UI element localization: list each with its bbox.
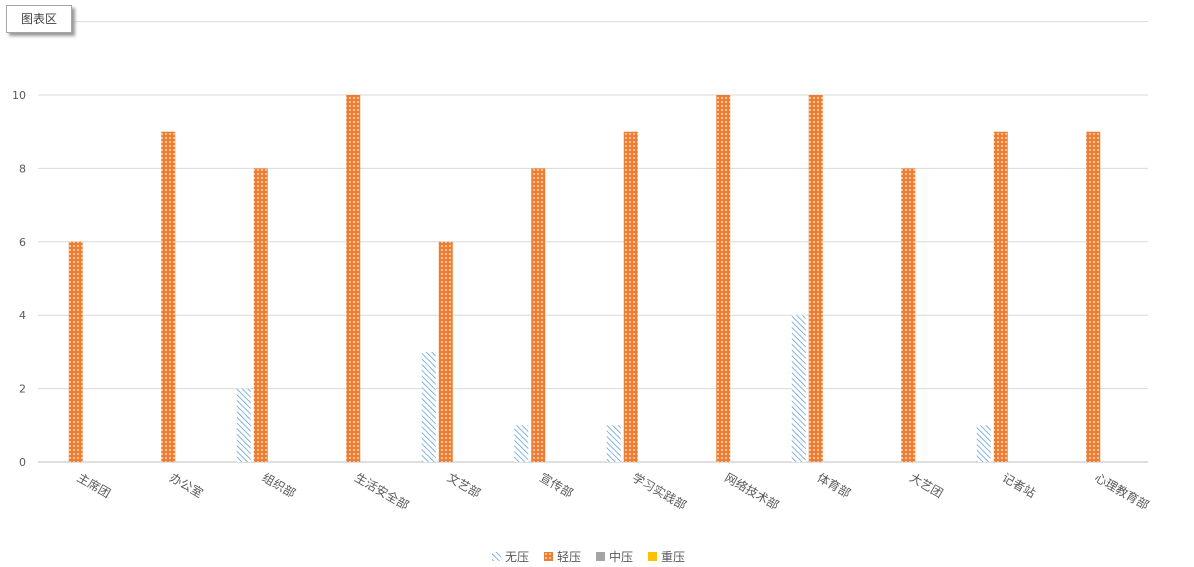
legend-swatch [544,552,553,561]
bar-轻压-主席团 [68,241,83,462]
bar-无压-宣传部 [514,425,529,462]
legend-label: 中压 [609,549,633,564]
x-tick-label: 体育部 [815,470,854,501]
bar-无压-记者站 [976,425,991,462]
bar-轻压-心理教育部 [1086,131,1101,462]
bar-无压-组织部 [236,388,251,462]
bar-轻压-宣传部 [531,168,546,462]
y-tick-label: 6 [19,236,26,249]
y-tick-label: 10 [12,89,26,102]
bar-轻压-文艺部 [438,241,453,462]
y-tick-label: 0 [19,456,26,469]
x-tick-label: 生活安全部 [352,470,411,513]
bar-轻压-学习实践部 [623,131,638,462]
legend-swatch [492,552,501,561]
x-tick-label: 文艺部 [445,470,484,501]
bar-轻压-网络技术部 [716,95,731,462]
x-tick-label: 网络技术部 [722,470,781,513]
legend-swatch [648,552,657,561]
bar-无压-学习实践部 [606,425,621,462]
x-tick-label: 宣传部 [537,470,576,501]
legend-label: 无压 [505,550,529,564]
bar-无压-文艺部 [421,351,436,462]
bar-轻压-办公室 [161,131,176,462]
bar-轻压-体育部 [808,95,823,462]
x-tick-label: 学习实践部 [630,470,689,513]
x-tick-label: 主席团 [75,470,114,501]
x-tick-label: 办公室 [167,470,206,501]
bar-轻压-组织部 [253,168,268,462]
y-tick-label: 4 [19,309,26,322]
x-tick-label: 心理教育部 [1092,470,1151,513]
x-tick-label: 组织部 [260,470,299,501]
bar-轻压-大艺团 [901,168,916,462]
bar-轻压-记者站 [993,131,1008,462]
legend-swatch [596,552,605,561]
legend-label: 轻压 [557,550,581,564]
y-tick-label: 2 [19,383,26,396]
legend-label: 重压 [661,550,685,564]
chart-area-label: 图表区 [6,5,72,33]
bar-轻压-生活安全部 [346,95,361,462]
x-tick-label: 记者站 [1000,470,1038,500]
x-tick-label: 大艺团 [907,470,945,500]
bar-无压-体育部 [791,315,806,462]
y-tick-label: 8 [19,162,26,175]
